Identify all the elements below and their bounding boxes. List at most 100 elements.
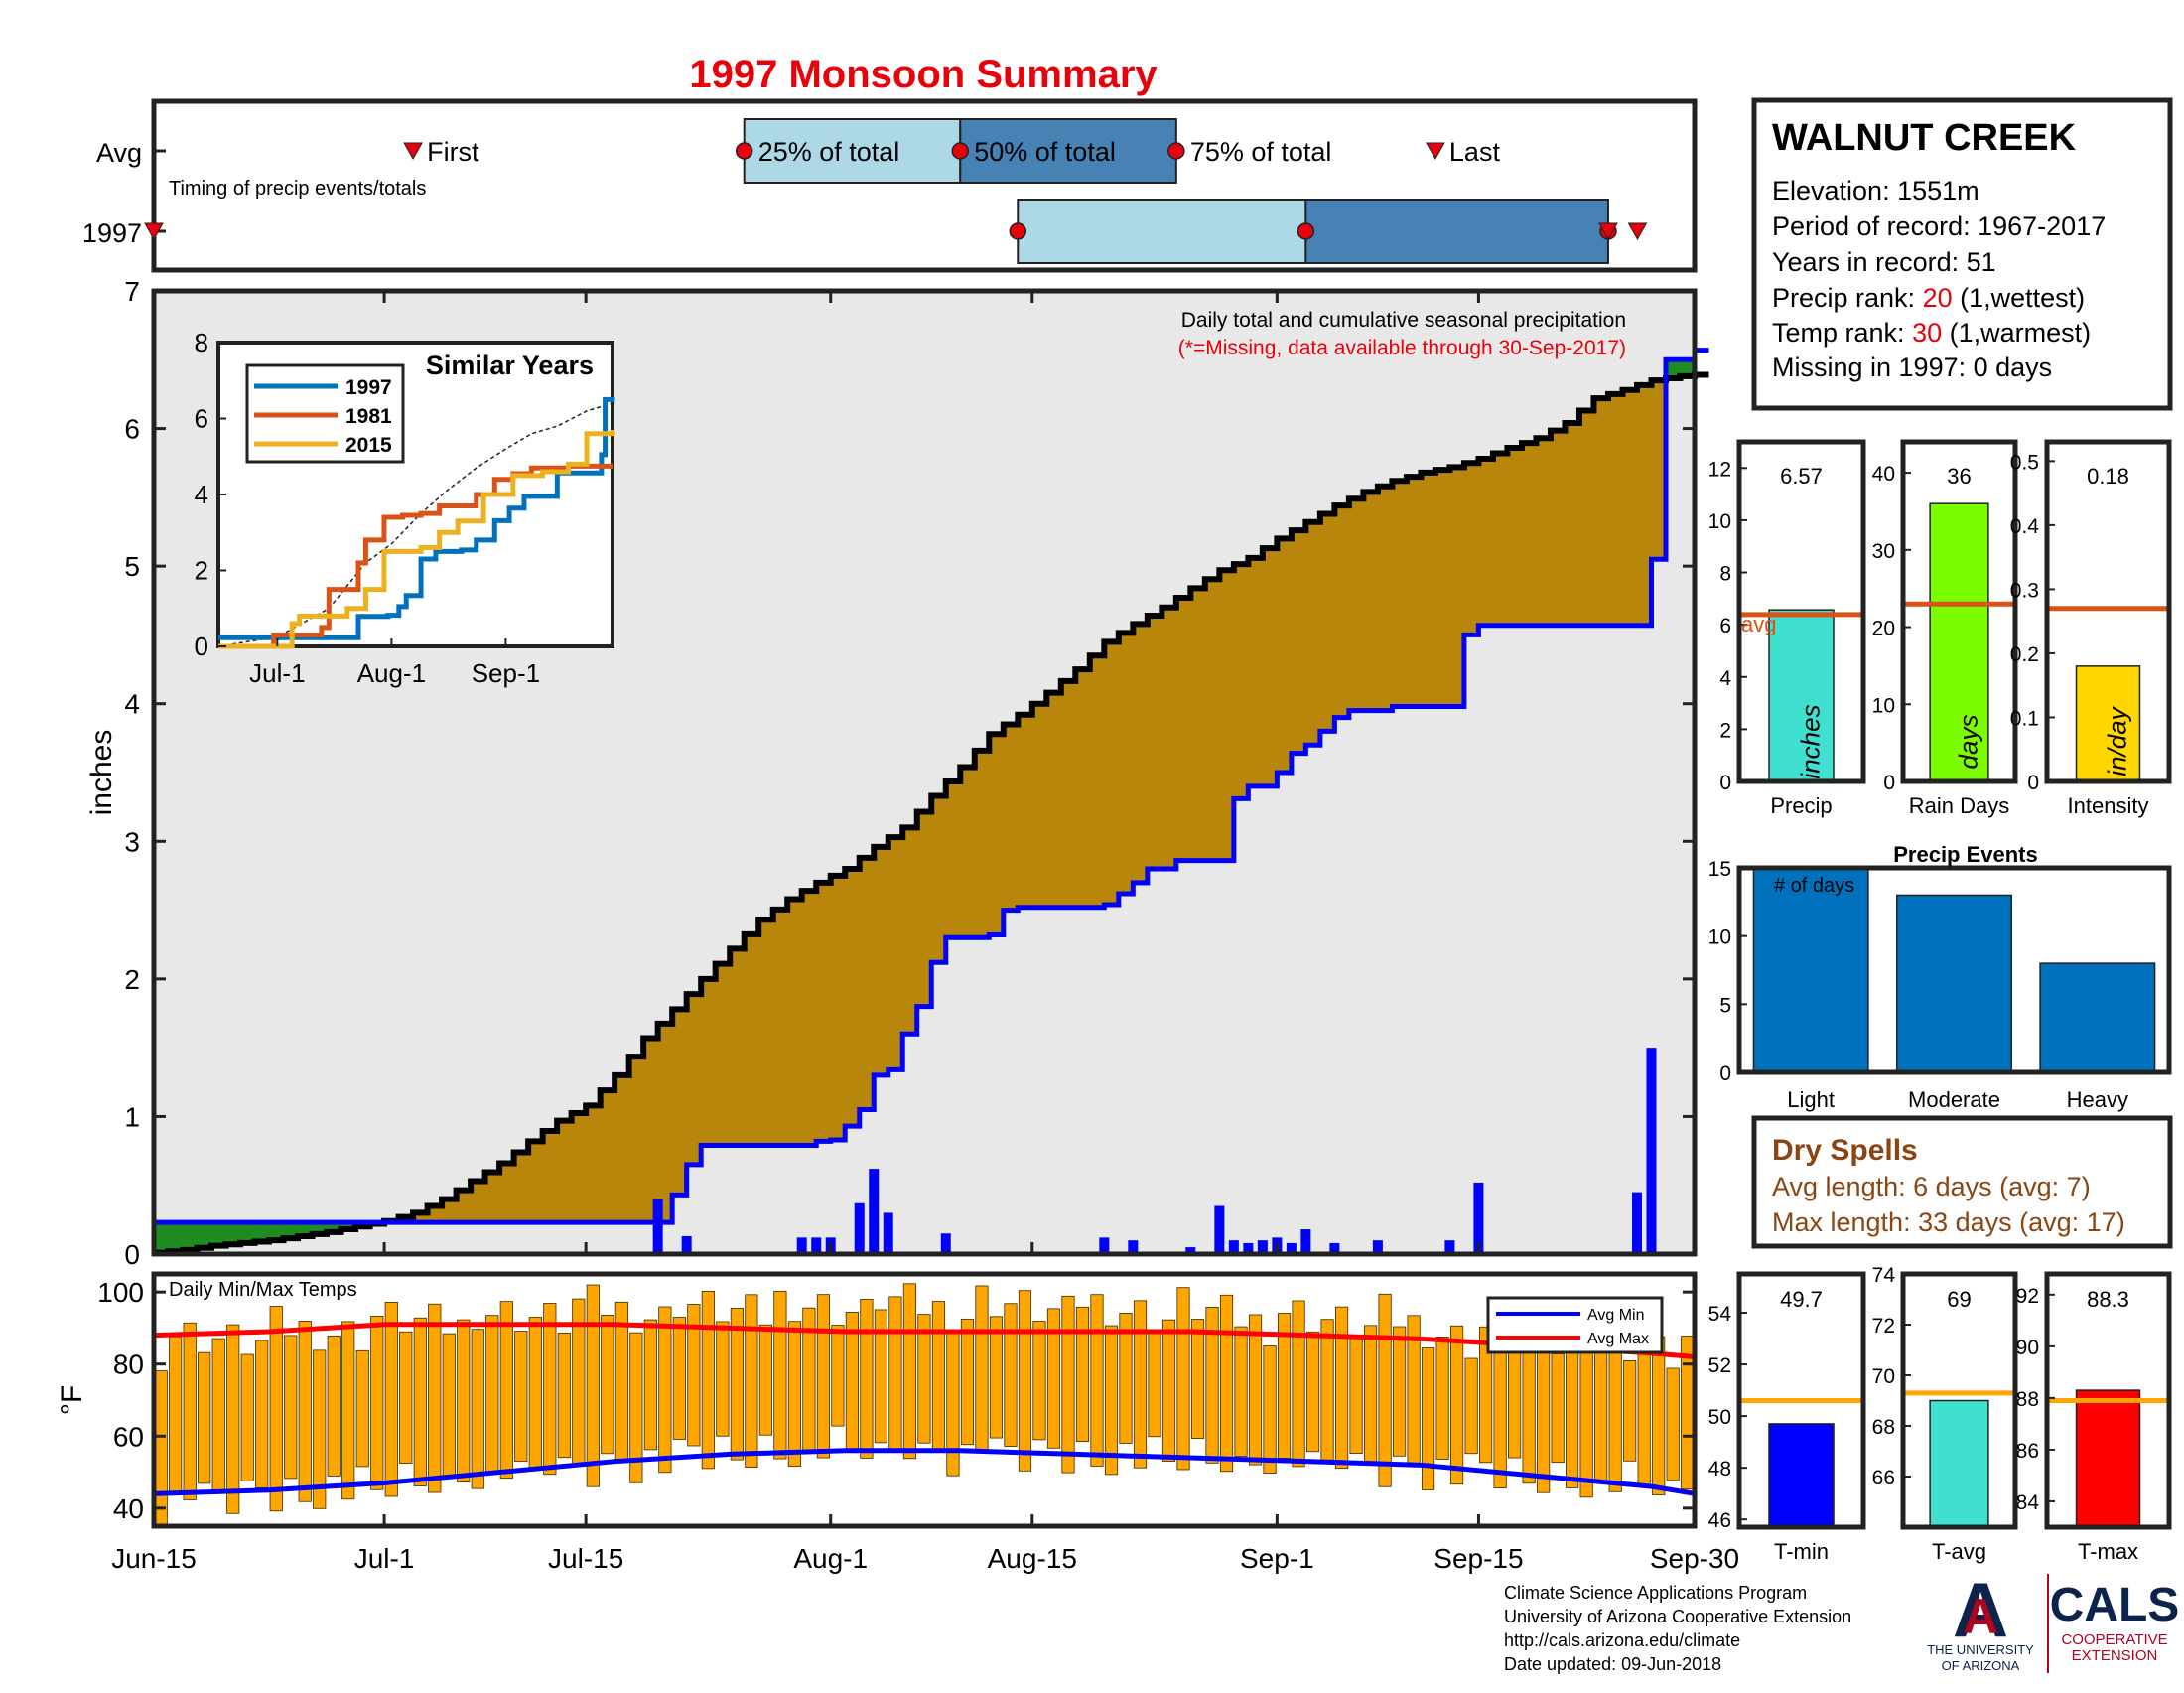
gauge-y-tick-label: 0.4 — [2010, 515, 2040, 538]
daily-temp-bar — [169, 1336, 183, 1493]
daily-precip-bar — [883, 1212, 893, 1254]
daily-temp-bar — [730, 1307, 744, 1461]
daily-precip-bar — [869, 1169, 880, 1254]
gauge-y-tick-label: 0.2 — [2010, 643, 2039, 666]
daily-temp-bar — [1522, 1334, 1536, 1484]
daily-temp-bar — [499, 1301, 513, 1480]
precip-departure-band — [916, 811, 932, 1007]
inset-y-tick-label: 2 — [195, 556, 208, 586]
missing-note: (*=Missing, data available through 30-Se… — [1178, 337, 1626, 359]
precip-departure-band — [1521, 443, 1538, 626]
events-bar-moderate — [1896, 894, 2012, 1073]
daily-temp-bar — [831, 1325, 845, 1427]
daily-temp-bar — [643, 1319, 657, 1451]
daily-temp-bar — [284, 1335, 298, 1480]
daily-precip-bar — [1243, 1242, 1254, 1254]
daily-temp-bar — [370, 1316, 384, 1490]
precip-departure-band — [168, 1222, 184, 1252]
events-y-tick-label: 5 — [1719, 994, 1731, 1017]
precip-departure-band — [1104, 641, 1120, 906]
gauge-y-tick-label: 0 — [1883, 772, 1895, 794]
x-tick-label: Sep-1 — [1240, 1543, 1314, 1574]
precip-departure-band — [1018, 714, 1033, 908]
timing-first-last-marker — [1426, 142, 1445, 161]
university-of-arizona-logo: A A THE UNIVERSITY OF ARIZONA — [1927, 1566, 2034, 1673]
precip-departure-band — [1190, 588, 1206, 861]
y-tick-label: 3 — [124, 826, 140, 857]
events-y-tick-label: 0 — [1719, 1062, 1731, 1085]
daily-temp-bar — [1435, 1337, 1449, 1460]
footer: Climate Science Applications Program Uni… — [1504, 1583, 1851, 1674]
gauge-bar — [1768, 1423, 1835, 1528]
precip-departure-band — [298, 1222, 314, 1236]
precip-departure-band — [859, 857, 875, 1110]
dry-spells-box: Dry Spells Avg length: 6 days (avg: 7) M… — [1751, 1115, 2173, 1249]
gauge-y-tick-label: 84 — [2016, 1491, 2040, 1514]
gauge-y-tick-label: 6 — [1719, 615, 1731, 637]
daily-temp-bar — [226, 1324, 240, 1514]
daily-temp-bar — [399, 1331, 413, 1464]
gauge-bar — [1768, 609, 1835, 782]
x-tick-label: Sep-15 — [1433, 1543, 1523, 1574]
daily-temp-bar — [341, 1321, 355, 1500]
gauge-category-label: T-max — [2078, 1539, 2138, 1564]
precip-departure-band — [312, 1222, 328, 1234]
temps-title: Daily Min/Max Temps — [169, 1279, 357, 1301]
gauge-y-tick-label: 0 — [2027, 772, 2039, 794]
cals-logo-text: CALS — [2050, 1579, 2180, 1631]
gauge-bar — [2075, 665, 2141, 782]
daily-temp-bar — [1508, 1345, 1522, 1459]
gauge-category-label: T-avg — [1932, 1539, 1986, 1564]
dry-spells-avg: Avg length: 6 days (avg: 7) — [1772, 1172, 2091, 1201]
daily-precip-bar — [1300, 1229, 1311, 1254]
station-temp-rank: Temp rank: 30 (1,warmest) — [1772, 318, 2091, 348]
gauge-y-tick-label: 72 — [1872, 1315, 1895, 1338]
precip-departure-band — [571, 1112, 587, 1223]
precip-departure-band — [628, 1057, 644, 1223]
precip-departure-band — [1463, 463, 1480, 635]
precip-departure-band — [1219, 570, 1235, 861]
precip-departure-band — [1651, 380, 1667, 560]
inset-legend-entry: 1997 — [345, 376, 392, 399]
x-tick-label: Aug-1 — [793, 1543, 868, 1574]
daily-temp-bar — [946, 1332, 960, 1477]
daily-temp-bar — [1566, 1340, 1579, 1488]
daily-temp-bar — [1061, 1295, 1075, 1474]
gauge-y-tick-label: 88 — [2016, 1388, 2039, 1411]
daily-temp-bar — [1666, 1367, 1680, 1481]
timing-first-last-marker — [1598, 222, 1618, 241]
events-category-label: Moderate — [1908, 1087, 2000, 1112]
precip-departure-band — [758, 919, 774, 1146]
daily-temps-panel: 40 60 80 100 Jun-15 Jul-1 Jul-15 Aug-1 Aug-15 Sep… — [56, 1271, 1739, 1574]
dry-spells-title: Dry Spells — [1772, 1134, 1918, 1167]
gauges: 6.57024681012Precipinchesavg36010203040R… — [1708, 439, 2172, 1564]
precip-departure-band — [1377, 486, 1394, 711]
station-years: Years in record: 51 — [1772, 247, 1996, 277]
daily-temp-bar — [888, 1296, 902, 1452]
daily-temp-bar — [773, 1290, 787, 1460]
tmin-gauge: 49.7 46 48 50 52 54 T-min — [1708, 1271, 1866, 1564]
cals-logo-line-1: COOPERATIVE — [2061, 1631, 2167, 1648]
daily-temp-bar — [154, 1370, 168, 1526]
daily-precip-bar — [854, 1202, 865, 1254]
precip-departure-band — [1334, 505, 1350, 718]
daily-temp-bar — [1018, 1290, 1032, 1472]
daily-temp-bar — [413, 1317, 427, 1486]
precip-departure-band — [484, 1172, 500, 1223]
daily-temp-bar — [1349, 1338, 1363, 1454]
daily-precip-bar — [652, 1199, 663, 1254]
precip-departure-band — [945, 781, 961, 938]
precip-departure-band — [614, 1074, 630, 1223]
precip-departure-band — [1175, 598, 1191, 861]
daily-temp-bar — [931, 1301, 946, 1452]
daily-precip-bar — [1228, 1240, 1239, 1254]
station-period: Period of record: 1967-2017 — [1772, 212, 2106, 241]
daily-temp-bar — [543, 1303, 557, 1476]
gauge-frame — [1900, 439, 2018, 784]
daily-temp-bar — [745, 1294, 758, 1469]
daily-temp-bar — [428, 1303, 442, 1493]
daily-temp-bar — [298, 1321, 312, 1502]
events-frame — [1736, 865, 2172, 1075]
precip-departure-band — [471, 1181, 486, 1223]
inset-legend-entry: 2015 — [345, 434, 392, 457]
